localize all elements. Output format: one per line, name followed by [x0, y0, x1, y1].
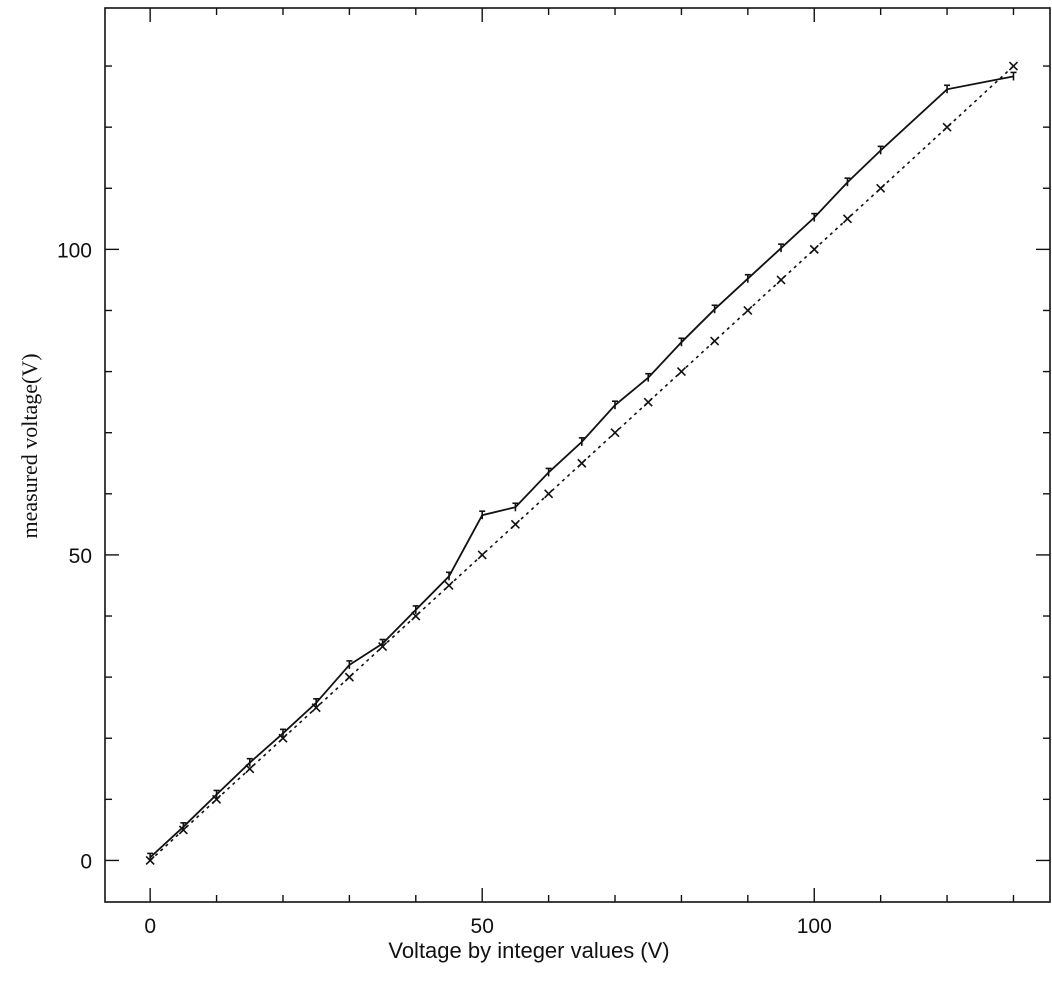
data-point [178, 825, 188, 835]
x-tick-label: 50 [471, 915, 494, 938]
data-point [544, 489, 554, 499]
data-point [877, 145, 884, 155]
data-point [411, 611, 421, 621]
series-reference [145, 61, 1019, 866]
data-point [246, 757, 253, 767]
point-cross-stroke [311, 703, 321, 713]
data-point [876, 183, 886, 193]
axes [104, 7, 1051, 903]
point-cross-stroke [344, 672, 354, 682]
data-point [744, 273, 751, 283]
data-point [510, 519, 520, 529]
y-tick-label: 0 [80, 850, 92, 873]
point-cross-stroke [278, 733, 288, 743]
data-point [278, 733, 288, 743]
point-cross-stroke [577, 458, 587, 468]
point-cross-stroke [145, 855, 155, 866]
point-cross-stroke [643, 397, 653, 407]
point-cross-stroke [809, 244, 819, 254]
point-cross-stroke [676, 367, 686, 377]
data-point [842, 214, 853, 224]
data-point [710, 336, 720, 346]
data-point [311, 703, 321, 713]
data-point [811, 212, 818, 222]
data-point [809, 244, 819, 254]
data-point [444, 580, 454, 591]
data-point [412, 605, 419, 614]
point-cross-stroke [178, 825, 188, 835]
data-point [445, 571, 452, 581]
plot-frame [104, 7, 1051, 903]
point-cross-stroke [743, 305, 753, 316]
point-cross-stroke [477, 550, 487, 560]
data-point [245, 764, 255, 774]
data-point [477, 550, 487, 560]
point-cross-stroke [212, 794, 222, 804]
point-cross-stroke [411, 611, 421, 621]
ticks: 0 50 100 0 50 100 [57, 8, 1050, 938]
data-point [645, 372, 652, 382]
data-point [844, 177, 851, 187]
point-cross-stroke [245, 764, 255, 774]
point-cross-stroke [378, 642, 388, 652]
point-cross-stroke [842, 214, 853, 224]
point-cross-stroke [710, 336, 720, 346]
data-point [578, 437, 585, 446]
x-tick-label: 0 [144, 915, 156, 938]
data-point [776, 275, 786, 285]
data-point [743, 305, 753, 316]
point-cross-stroke [876, 183, 886, 193]
data-point [512, 502, 519, 512]
series-measured [147, 71, 1017, 862]
data-point [1008, 61, 1019, 71]
y-tick-label: 50 [69, 545, 92, 568]
data-point [942, 122, 952, 132]
point-cross-stroke [444, 580, 454, 591]
point-cross-stroke [510, 519, 520, 529]
x-tick-label: 100 [797, 915, 832, 938]
data-point [145, 855, 155, 866]
data-point [344, 672, 354, 682]
data-point [479, 510, 486, 520]
y-tick-label: 100 [57, 239, 92, 262]
data-point [944, 84, 951, 94]
data-point [378, 642, 388, 652]
data-point [213, 789, 220, 799]
point-cross-stroke [776, 275, 786, 285]
point-cross-stroke [942, 122, 952, 132]
y-axis-label: measured voltage(V) [17, 353, 42, 538]
data-point [778, 243, 785, 253]
data-point [346, 660, 353, 669]
data-point [612, 400, 619, 410]
data-point [678, 337, 685, 347]
data-point [610, 428, 620, 438]
point-cross-stroke [610, 428, 620, 438]
data-point [577, 458, 587, 468]
data-point [711, 304, 718, 314]
data-point [545, 467, 552, 477]
series-layer [145, 61, 1019, 866]
data-point [676, 367, 686, 377]
data-point [279, 728, 286, 738]
data-point [1010, 71, 1017, 81]
x-axis-label: Voltage by integer values (V) [388, 938, 669, 963]
point-cross-stroke [544, 489, 554, 499]
data-point [313, 697, 320, 707]
data-point [643, 397, 653, 407]
point-cross-stroke [1008, 61, 1019, 71]
data-point [212, 794, 222, 804]
